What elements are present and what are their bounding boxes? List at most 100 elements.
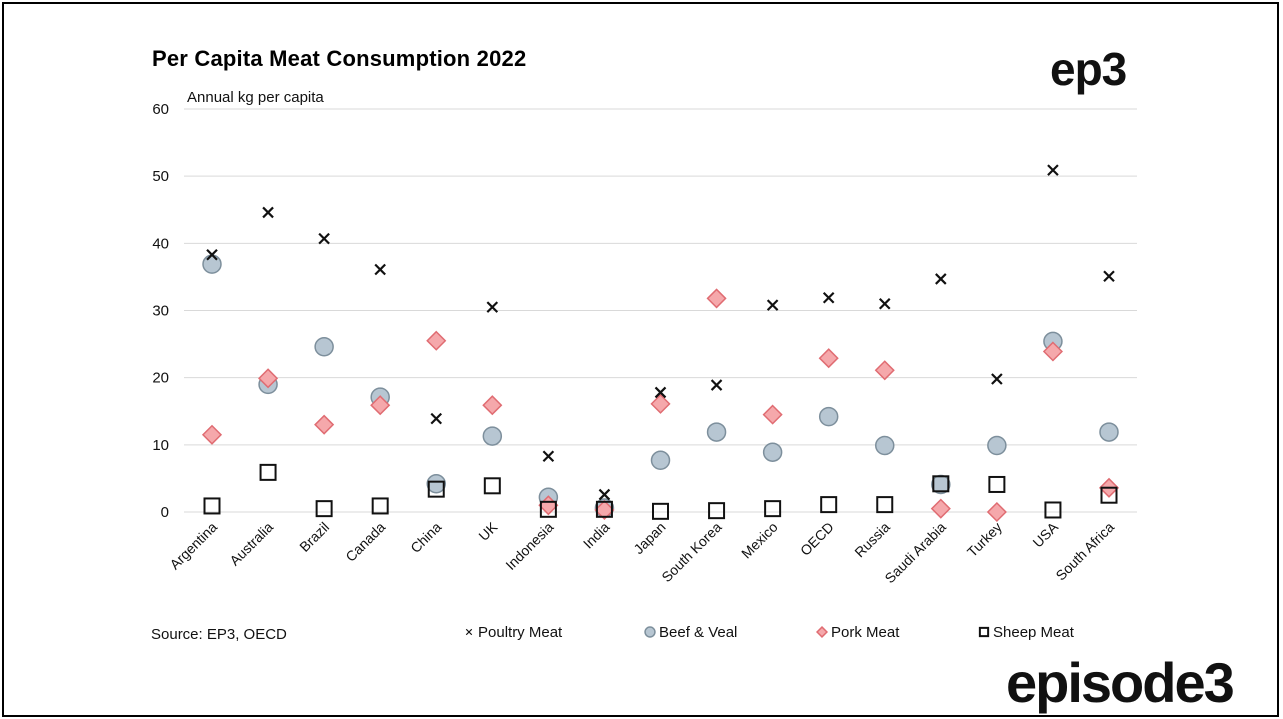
beef-marker	[314, 337, 334, 357]
poultry-marker	[374, 263, 386, 276]
beef-marker	[482, 426, 503, 446]
beef-marker	[875, 435, 895, 456]
legend-label: Sheep Meat	[993, 624, 1075, 641]
brand-logo-large: episode3	[1006, 651, 1235, 714]
pork-marker	[201, 424, 223, 445]
pork-marker	[706, 288, 727, 309]
sheep-marker	[259, 463, 277, 481]
x-category-label: Saudi Arabia	[881, 519, 949, 587]
sheep-marker	[932, 475, 950, 493]
y-tick-label: 0	[161, 504, 169, 521]
slide-background	[136, 38, 1160, 658]
y-tick-label: 10	[152, 437, 169, 454]
chart-title: Per Capita Meat Consumption 2022	[152, 46, 527, 71]
x-category-label: Mexico	[738, 519, 781, 562]
legend-sheep-marker	[978, 626, 990, 638]
y-tick-label: 50	[152, 168, 169, 185]
poultry-marker	[598, 488, 611, 501]
poultry-marker	[991, 373, 1003, 385]
beef-marker	[202, 254, 222, 274]
sheep-marker	[764, 500, 782, 518]
beef-marker	[706, 422, 727, 442]
sheep-marker	[371, 497, 389, 515]
data-marks	[201, 164, 1120, 523]
y-tick-label: 40	[152, 235, 169, 252]
legend: Poultry Meat Beef & Veal Pork Meat Sheep Me…	[465, 624, 1075, 641]
brand-logo-small: ep3	[1050, 43, 1127, 95]
poultry-marker	[262, 206, 274, 219]
legend-beef-marker	[644, 626, 656, 638]
y-tick-label: 30	[152, 303, 169, 320]
legend-label: Poultry Meat	[478, 624, 563, 641]
poultry-marker	[1047, 164, 1059, 176]
x-category-label: UK	[475, 518, 501, 544]
legend-poultry-marker	[465, 628, 473, 636]
x-category-label: India	[580, 519, 613, 552]
poultry-marker	[878, 298, 891, 310]
poultry-marker	[935, 273, 947, 285]
sheep-marker	[483, 477, 501, 495]
poultry-marker	[430, 412, 443, 425]
beef-marker	[426, 474, 446, 494]
sheep-marker	[988, 475, 1006, 493]
x-category-label: Japan	[630, 519, 668, 557]
pork-marker	[930, 498, 951, 519]
pork-marker	[818, 348, 839, 369]
x-category-label: Russia	[851, 519, 893, 561]
x-axis-categories: Argentina Australia Brazil Canada China UK Ind…	[166, 518, 1117, 586]
source-note: Source: EP3, OECD	[151, 626, 287, 643]
sheep-marker	[427, 480, 445, 498]
legend-label: Pork Meat	[831, 624, 900, 641]
x-category-label: Brazil	[296, 519, 332, 555]
beef-marker	[818, 406, 839, 427]
x-category-label: Canada	[342, 519, 388, 565]
y-tick-label: 60	[152, 101, 169, 118]
poultry-marker	[822, 291, 835, 304]
x-category-label: Turkey	[964, 519, 1005, 560]
x-category-label: Argentina	[166, 519, 220, 573]
beef-marker	[987, 435, 1007, 456]
pork-marker	[594, 499, 615, 521]
poultry-marker	[766, 299, 779, 311]
pork-marker	[1042, 341, 1064, 362]
x-category-label: South Africa	[1052, 519, 1117, 584]
poultry-marker	[486, 301, 499, 313]
legend-label: Beef & Veal	[659, 624, 737, 641]
poultry-marker	[318, 232, 330, 245]
pork-marker	[258, 368, 279, 389]
x-category-label: USA	[1029, 518, 1061, 550]
x-category-label: Australia	[226, 519, 276, 569]
gridlines	[184, 108, 1137, 513]
pork-marker	[370, 395, 391, 416]
sheep-marker	[1100, 486, 1118, 504]
sheep-marker	[708, 502, 726, 520]
legend-pork-marker	[815, 625, 829, 639]
y-axis-label: Annual kg per capita	[187, 89, 324, 106]
poultry-marker	[710, 379, 723, 391]
pork-marker	[426, 330, 447, 351]
poultry-marker	[654, 386, 667, 399]
x-category-label: China	[407, 519, 444, 556]
sheep-marker	[876, 496, 894, 514]
x-category-label: Indonesia	[502, 519, 556, 573]
y-axis-ticks: 0 10 20 30 40 50 60	[152, 101, 169, 521]
pork-marker	[762, 404, 783, 425]
poultry-marker	[542, 450, 555, 463]
sheep-marker	[203, 497, 221, 515]
poultry-marker	[206, 248, 218, 261]
pork-marker	[874, 360, 895, 381]
pork-marker	[986, 501, 1007, 523]
x-category-label: OECD	[797, 519, 837, 559]
y-tick-label: 20	[152, 370, 169, 387]
beef-marker	[762, 442, 783, 462]
sheep-marker	[1044, 501, 1062, 519]
sheep-marker	[820, 496, 838, 514]
sheep-marker	[315, 500, 333, 518]
pork-marker	[314, 414, 335, 435]
sheep-marker	[539, 500, 557, 518]
pork-marker	[482, 395, 503, 416]
sheep-marker	[652, 502, 669, 520]
sheep-marker	[595, 500, 613, 518]
